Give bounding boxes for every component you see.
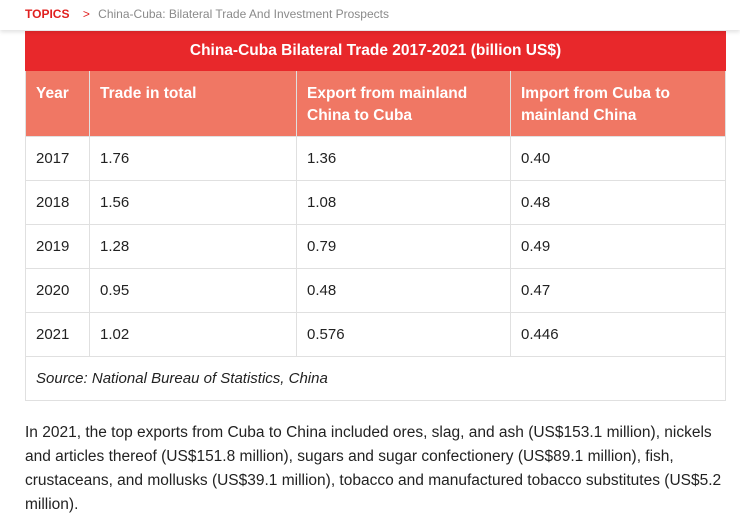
breadcrumb-current-page: China-Cuba: Bilateral Trade And Investme… (98, 7, 389, 21)
cell-export: 0.48 (296, 268, 511, 313)
header-import: Import from Cuba to mainland China (509, 70, 727, 137)
cell-export: 1.08 (296, 180, 511, 225)
table-title-row: China-Cuba Bilateral Trade 2017-2021 (bi… (24, 31, 727, 71)
header-trade-total: Trade in total (89, 70, 297, 137)
cell-import: 0.446 (509, 312, 727, 357)
table-row: 2021 1.02 0.576 0.446 (25, 312, 727, 357)
cell-year: 2017 (25, 136, 90, 181)
trade-table-container: China-Cuba Bilateral Trade 2017-2021 (bi… (24, 31, 727, 401)
cell-trade-total: 1.56 (89, 180, 297, 225)
table-row: 2019 1.28 0.79 0.49 (25, 224, 727, 269)
cell-import: 0.48 (509, 180, 727, 225)
table-source-row: Source: National Bureau of Statistics, C… (24, 356, 727, 401)
cell-trade-total: 1.02 (89, 312, 297, 357)
cell-year: 2018 (25, 180, 90, 225)
body-paragraph: In 2021, the top exports from Cuba to Ch… (25, 424, 722, 513)
top-bar: TOPICS > China-Cuba: Bilateral Trade And… (0, 0, 740, 30)
cell-import: 0.47 (509, 268, 727, 313)
cell-year: 2021 (25, 312, 90, 357)
cell-year: 2020 (25, 268, 90, 313)
breadcrumb: TOPICS > China-Cuba: Bilateral Trade And… (25, 7, 389, 21)
breadcrumb-separator: > (82, 7, 90, 21)
cell-import: 0.49 (509, 224, 727, 269)
trade-table: China-Cuba Bilateral Trade 2017-2021 (bi… (24, 31, 727, 401)
cell-export: 1.36 (296, 136, 511, 181)
table-row: 2020 0.95 0.48 0.47 (25, 268, 727, 313)
header-export: Export from mainland China to Cuba (296, 70, 511, 137)
cell-export: 0.79 (296, 224, 511, 269)
table-row: 2017 1.76 1.36 0.40 (25, 136, 727, 181)
cell-export: 0.576 (296, 312, 511, 357)
table-header-row: Year Trade in total Export from mainland… (25, 70, 727, 137)
breadcrumb-topics-link[interactable]: TOPICS (25, 7, 70, 21)
table-source: Source: National Bureau of Statistics, C… (24, 356, 727, 401)
cell-trade-total: 1.28 (89, 224, 297, 269)
cell-import: 0.40 (509, 136, 727, 181)
cell-year: 2019 (25, 224, 90, 269)
cell-trade-total: 1.76 (89, 136, 297, 181)
header-year: Year (25, 70, 90, 137)
table-row: 2018 1.56 1.08 0.48 (25, 180, 727, 225)
cell-trade-total: 0.95 (89, 268, 297, 313)
table-title: China-Cuba Bilateral Trade 2017-2021 (bi… (24, 31, 727, 71)
